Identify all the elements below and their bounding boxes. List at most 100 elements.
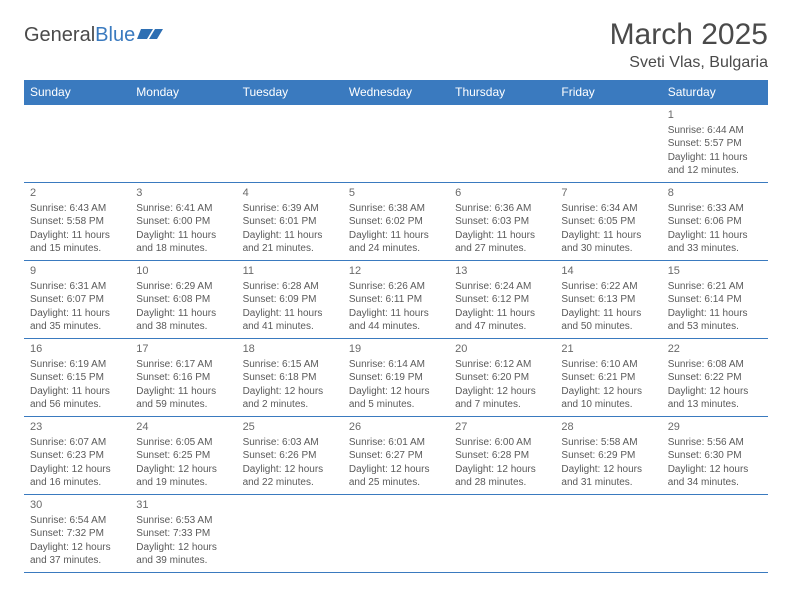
daylight-text: Daylight: 11 hours — [30, 307, 124, 321]
sunset-text: Sunset: 6:03 PM — [455, 215, 549, 229]
daylight-text: Daylight: 11 hours — [136, 385, 230, 399]
daylight-text: Daylight: 11 hours — [243, 307, 337, 321]
sunrise-text: Sunrise: 6:00 AM — [455, 436, 549, 450]
daylight-text: and 7 minutes. — [455, 398, 549, 412]
daylight-text: and 10 minutes. — [561, 398, 655, 412]
sunrise-text: Sunrise: 6:36 AM — [455, 202, 549, 216]
sunrise-text: Sunrise: 6:24 AM — [455, 280, 549, 294]
calendar-cell: 16Sunrise: 6:19 AMSunset: 6:15 PMDayligh… — [24, 339, 130, 417]
daylight-text: and 24 minutes. — [349, 242, 443, 256]
daylight-text: and 56 minutes. — [30, 398, 124, 412]
weekday-header: Monday — [130, 80, 236, 105]
daylight-text: Daylight: 11 hours — [349, 229, 443, 243]
sunrise-text: Sunrise: 6:38 AM — [349, 202, 443, 216]
month-title: March 2025 — [610, 18, 768, 52]
day-number: 15 — [668, 264, 762, 279]
daylight-text: and 38 minutes. — [136, 320, 230, 334]
calendar-cell — [662, 495, 768, 573]
sunrise-text: Sunrise: 6:12 AM — [455, 358, 549, 372]
sunrise-text: Sunrise: 6:54 AM — [30, 514, 124, 528]
calendar-cell — [24, 105, 130, 183]
daylight-text: and 31 minutes. — [561, 476, 655, 490]
daylight-text: Daylight: 12 hours — [243, 463, 337, 477]
calendar-cell: 28Sunrise: 5:58 AMSunset: 6:29 PMDayligh… — [555, 417, 661, 495]
daylight-text: and 19 minutes. — [136, 476, 230, 490]
daylight-text: and 28 minutes. — [455, 476, 549, 490]
calendar-cell: 15Sunrise: 6:21 AMSunset: 6:14 PMDayligh… — [662, 261, 768, 339]
sunrise-text: Sunrise: 6:39 AM — [243, 202, 337, 216]
daylight-text: and 30 minutes. — [561, 242, 655, 256]
daylight-text: and 15 minutes. — [30, 242, 124, 256]
daylight-text: and 16 minutes. — [30, 476, 124, 490]
daylight-text: Daylight: 12 hours — [349, 385, 443, 399]
daylight-text: Daylight: 12 hours — [455, 463, 549, 477]
daylight-text: and 37 minutes. — [30, 554, 124, 568]
daylight-text: Daylight: 12 hours — [668, 385, 762, 399]
calendar-cell: 29Sunrise: 5:56 AMSunset: 6:30 PMDayligh… — [662, 417, 768, 495]
brand-logo: GeneralBlue — [24, 24, 163, 47]
daylight-text: Daylight: 12 hours — [30, 463, 124, 477]
calendar-row: 30Sunrise: 6:54 AMSunset: 7:32 PMDayligh… — [24, 495, 768, 573]
calendar-cell: 1Sunrise: 6:44 AMSunset: 5:57 PMDaylight… — [662, 105, 768, 183]
daylight-text: and 47 minutes. — [455, 320, 549, 334]
sunset-text: Sunset: 6:21 PM — [561, 371, 655, 385]
day-number: 10 — [136, 264, 230, 279]
calendar-cell: 20Sunrise: 6:12 AMSunset: 6:20 PMDayligh… — [449, 339, 555, 417]
calendar-cell: 12Sunrise: 6:26 AMSunset: 6:11 PMDayligh… — [343, 261, 449, 339]
location: Sveti Vlas, Bulgaria — [610, 54, 768, 72]
day-number: 21 — [561, 342, 655, 357]
calendar-cell — [237, 495, 343, 573]
calendar-cell: 25Sunrise: 6:03 AMSunset: 6:26 PMDayligh… — [237, 417, 343, 495]
calendar-cell — [343, 105, 449, 183]
daylight-text: Daylight: 11 hours — [30, 229, 124, 243]
daylight-text: and 22 minutes. — [243, 476, 337, 490]
daylight-text: and 50 minutes. — [561, 320, 655, 334]
day-number: 22 — [668, 342, 762, 357]
calendar-cell: 6Sunrise: 6:36 AMSunset: 6:03 PMDaylight… — [449, 183, 555, 261]
daylight-text: Daylight: 12 hours — [136, 463, 230, 477]
calendar-cell: 4Sunrise: 6:39 AMSunset: 6:01 PMDaylight… — [237, 183, 343, 261]
daylight-text: and 33 minutes. — [668, 242, 762, 256]
calendar-row: 2Sunrise: 6:43 AMSunset: 5:58 PMDaylight… — [24, 183, 768, 261]
day-number: 5 — [349, 186, 443, 201]
sunrise-text: Sunrise: 6:14 AM — [349, 358, 443, 372]
sunrise-text: Sunrise: 6:33 AM — [668, 202, 762, 216]
calendar-cell: 13Sunrise: 6:24 AMSunset: 6:12 PMDayligh… — [449, 261, 555, 339]
sunset-text: Sunset: 6:25 PM — [136, 449, 230, 463]
daylight-text: Daylight: 11 hours — [455, 229, 549, 243]
sunset-text: Sunset: 6:22 PM — [668, 371, 762, 385]
sunrise-text: Sunrise: 6:19 AM — [30, 358, 124, 372]
calendar-cell: 2Sunrise: 6:43 AMSunset: 5:58 PMDaylight… — [24, 183, 130, 261]
daylight-text: and 53 minutes. — [668, 320, 762, 334]
daylight-text: and 13 minutes. — [668, 398, 762, 412]
title-block: March 2025 Sveti Vlas, Bulgaria — [610, 18, 768, 72]
weekday-header: Tuesday — [237, 80, 343, 105]
sunset-text: Sunset: 6:02 PM — [349, 215, 443, 229]
calendar-cell: 18Sunrise: 6:15 AMSunset: 6:18 PMDayligh… — [237, 339, 343, 417]
day-number: 14 — [561, 264, 655, 279]
sunrise-text: Sunrise: 6:44 AM — [668, 124, 762, 138]
daylight-text: and 25 minutes. — [349, 476, 443, 490]
calendar-cell — [449, 105, 555, 183]
day-number: 18 — [243, 342, 337, 357]
flag-icon — [137, 24, 163, 47]
sunset-text: Sunset: 6:20 PM — [455, 371, 549, 385]
day-number: 1 — [668, 108, 762, 123]
daylight-text: Daylight: 11 hours — [668, 229, 762, 243]
calendar-cell — [555, 105, 661, 183]
calendar-cell: 17Sunrise: 6:17 AMSunset: 6:16 PMDayligh… — [130, 339, 236, 417]
calendar-cell: 11Sunrise: 6:28 AMSunset: 6:09 PMDayligh… — [237, 261, 343, 339]
calendar-cell: 8Sunrise: 6:33 AMSunset: 6:06 PMDaylight… — [662, 183, 768, 261]
sunset-text: Sunset: 6:16 PM — [136, 371, 230, 385]
calendar-cell — [555, 495, 661, 573]
sunset-text: Sunset: 7:33 PM — [136, 527, 230, 541]
sunrise-text: Sunrise: 6:31 AM — [30, 280, 124, 294]
weekday-header: Thursday — [449, 80, 555, 105]
calendar-cell: 7Sunrise: 6:34 AMSunset: 6:05 PMDaylight… — [555, 183, 661, 261]
sunrise-text: Sunrise: 6:29 AM — [136, 280, 230, 294]
daylight-text: Daylight: 11 hours — [136, 229, 230, 243]
calendar-cell: 30Sunrise: 6:54 AMSunset: 7:32 PMDayligh… — [24, 495, 130, 573]
calendar-cell — [130, 105, 236, 183]
daylight-text: Daylight: 12 hours — [136, 541, 230, 555]
calendar-cell: 31Sunrise: 6:53 AMSunset: 7:33 PMDayligh… — [130, 495, 236, 573]
